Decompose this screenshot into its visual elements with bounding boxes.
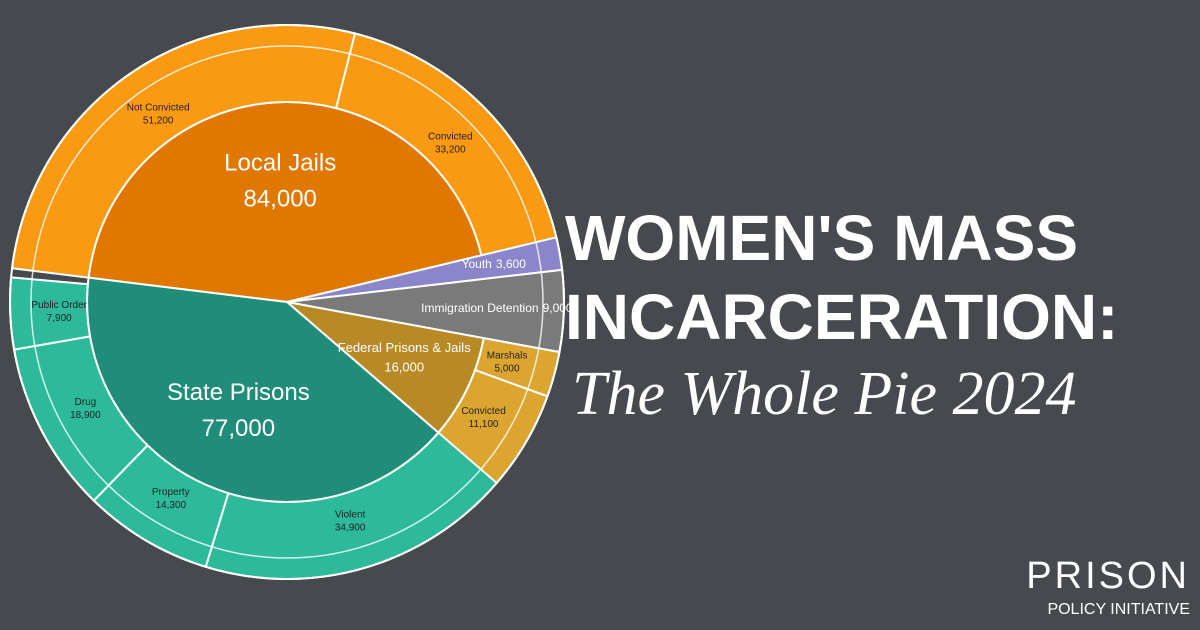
sub-value: 7,900 — [47, 313, 72, 324]
pie-outline — [9, 24, 565, 580]
category-label: Local Jails — [224, 150, 336, 177]
category-label: Immigration Detention 9,000 — [421, 301, 573, 315]
ring-divider — [30, 45, 544, 559]
category-name: Youth — [462, 257, 492, 271]
category-value: 3,600 — [496, 257, 526, 271]
sub-label: Public Order — [31, 300, 87, 311]
sub-label: Violent — [335, 510, 366, 521]
subtitle: The Whole Pie 2024 — [572, 360, 1077, 428]
sub-value: 34,900 — [335, 523, 366, 534]
sub-value: 18,900 — [70, 410, 101, 421]
category-value: 9,000 — [543, 301, 573, 315]
value-label: 77,000 — [202, 415, 275, 442]
category-label: Federal Prisons & Jails — [338, 340, 471, 355]
sub-value: 11,100 — [469, 419, 499, 430]
sub-label: Drug — [75, 397, 97, 408]
sub-value: 51,200 — [143, 115, 174, 126]
title-line: INCARCERATION: — [565, 281, 1118, 353]
sub-label: Marshals — [487, 350, 528, 361]
value-label: 84,000 — [243, 186, 316, 213]
sub-value: 33,200 — [435, 144, 466, 155]
sub-value: 5,000 — [495, 363, 520, 374]
sub-label: Not Convicted — [127, 102, 190, 113]
logo-line: PRISON — [1026, 555, 1190, 597]
category-label: Youth 3,600 — [462, 257, 527, 271]
category-name: Immigration Detention — [421, 301, 538, 315]
title-line: WOMEN'S MASS — [565, 202, 1078, 274]
sub-label: Convicted — [428, 131, 472, 142]
sub-value: 14,300 — [156, 500, 187, 511]
logo-line: POLICY INITIATIVE — [1047, 601, 1190, 618]
sunburst: Not Convicted 51,200 Convicted 33,200 Local … — [9, 24, 573, 580]
sub-label: Convicted — [461, 406, 505, 417]
category-label: State Prisons — [167, 379, 310, 406]
sub-label: Property — [152, 487, 190, 498]
value-label: 16,000 — [384, 359, 424, 374]
